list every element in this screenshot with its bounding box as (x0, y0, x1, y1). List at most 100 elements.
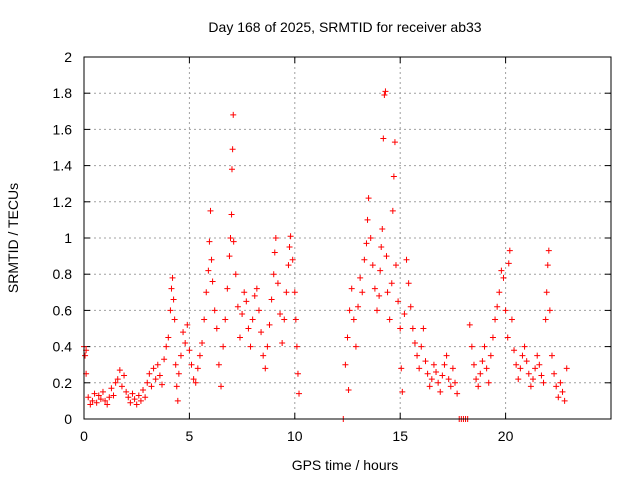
data-point (540, 379, 547, 386)
data-point (525, 370, 532, 377)
data-point (388, 280, 395, 287)
data-point (411, 339, 418, 346)
data-point (496, 289, 503, 296)
data-point (359, 289, 366, 296)
data-point (405, 280, 412, 287)
data-point (435, 379, 442, 386)
data-point (243, 298, 250, 305)
data-point (97, 396, 104, 403)
data-point (437, 388, 444, 395)
data-point (203, 289, 210, 296)
data-point (378, 244, 385, 251)
data-point (473, 376, 480, 383)
data-point (383, 253, 390, 260)
data-point (230, 111, 237, 118)
data-point (102, 397, 109, 404)
data-point (218, 383, 225, 390)
data-point (424, 370, 431, 377)
data-point (262, 365, 269, 372)
data-point (475, 383, 482, 390)
data-point (563, 365, 570, 372)
data-point (494, 303, 501, 310)
data-point (281, 316, 288, 323)
data-point (395, 298, 402, 305)
data-point (171, 316, 178, 323)
data-point (291, 289, 298, 296)
plot-frame (83, 56, 612, 420)
data-point (508, 316, 515, 323)
data-point (150, 365, 157, 372)
data-point (361, 256, 368, 263)
data-point (95, 392, 102, 399)
data-point (532, 365, 539, 372)
data-point (344, 334, 351, 341)
x-tick-label: 15 (392, 428, 408, 444)
data-point (485, 379, 492, 386)
data-point (561, 397, 568, 404)
data-point (468, 343, 475, 350)
data-point (289, 256, 296, 263)
data-point (241, 289, 248, 296)
data-point (292, 316, 299, 323)
data-point (174, 397, 181, 404)
data-point (228, 211, 235, 218)
data-point (168, 285, 175, 292)
data-point (112, 379, 119, 386)
data-point (287, 233, 294, 240)
data-point (374, 307, 381, 314)
y-tick-label: 1.8 (53, 85, 73, 101)
data-point (521, 343, 528, 350)
data-point (389, 207, 396, 214)
data-point (477, 370, 484, 377)
data-point (376, 292, 383, 299)
x-tick-label: 10 (287, 428, 303, 444)
data-point (123, 388, 130, 395)
data-point (428, 376, 435, 383)
data-point (296, 390, 303, 397)
data-point (286, 244, 293, 251)
data-point (416, 365, 423, 372)
data-point (192, 379, 199, 386)
data-point (163, 343, 170, 350)
data-point (215, 361, 222, 368)
data-point (229, 146, 236, 153)
data-point (555, 394, 562, 401)
data-point (170, 296, 177, 303)
data-point (277, 311, 284, 318)
data-point (182, 339, 189, 346)
data-point (401, 311, 408, 318)
data-point (208, 256, 215, 263)
data-point (447, 383, 454, 390)
data-point (91, 390, 98, 397)
data-point (152, 376, 159, 383)
data-point (180, 329, 187, 336)
data-point (346, 307, 353, 314)
data-point (420, 325, 427, 332)
data-point (260, 352, 267, 359)
data-point (466, 321, 473, 328)
data-point (131, 396, 138, 403)
data-point (209, 278, 216, 285)
data-point (110, 392, 117, 399)
data-point (137, 397, 144, 404)
data-point (207, 207, 214, 214)
data-point (274, 280, 281, 287)
data-point (548, 352, 555, 359)
data-point (553, 383, 560, 390)
data-point (454, 390, 461, 397)
data-point (534, 352, 541, 359)
data-point (445, 376, 452, 383)
data-point (409, 325, 416, 332)
data-point (365, 195, 372, 202)
data-point (342, 361, 349, 368)
data-point (382, 88, 389, 95)
data-point (232, 271, 239, 278)
data-point (377, 267, 384, 274)
data-point (249, 316, 256, 323)
data-point (255, 307, 262, 314)
data-point (93, 399, 100, 406)
data-point (125, 394, 132, 401)
data-point (433, 368, 440, 375)
data-point (85, 394, 92, 401)
data-point (266, 321, 273, 328)
